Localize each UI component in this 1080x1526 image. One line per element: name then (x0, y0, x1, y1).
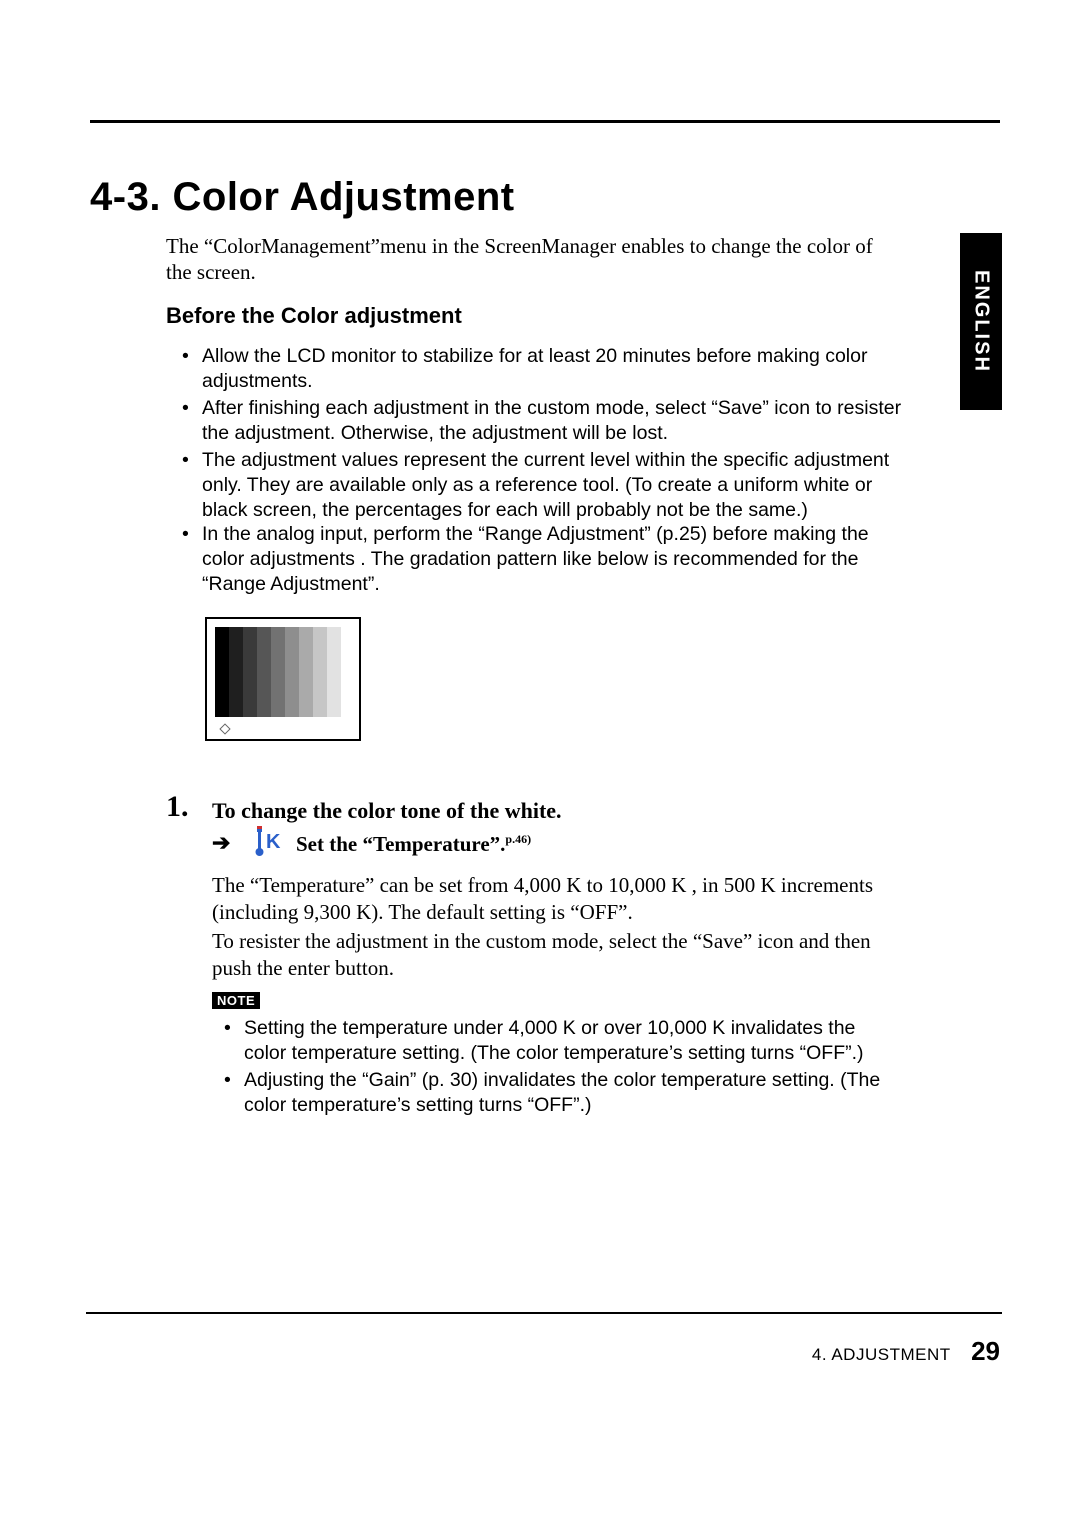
list-item: Adjusting the “Gain” (p. 30) invalidates… (224, 1068, 884, 1118)
footer-page-number: 29 (971, 1336, 1000, 1366)
subheading-before-color: Before the Color adjustment (166, 303, 462, 329)
page-footer: 4. ADJUSTMENT 29 (0, 1336, 1000, 1367)
step-title: To change the color tone of the white. (212, 798, 562, 824)
bullet-list-b: In the analog input, perform the “Range … (182, 522, 902, 597)
list-item: The adjustment values represent the curr… (182, 448, 902, 523)
diamond-marker-icon (219, 723, 230, 734)
list-item: After finishing each adjustment in the c… (182, 396, 902, 446)
rule-top (90, 120, 1000, 123)
rule-bottom (86, 1312, 1002, 1314)
instruction-text: Set the “Temperature”. (296, 832, 505, 856)
arrow-icon: ➔ (212, 830, 230, 856)
step-number: 1. (166, 790, 189, 824)
gradation-bars (215, 627, 355, 717)
language-tab: ENGLISH (960, 233, 1002, 410)
section-title: 4-3. Color Adjustment (90, 175, 515, 220)
list-item: In the analog input, perform the “Range … (182, 522, 902, 597)
footer-chapter: 4. ADJUSTMENT (812, 1345, 951, 1364)
list-item: Setting the temperature under 4,000 K or… (224, 1016, 884, 1066)
gradation-figure (205, 617, 361, 741)
note-bullet-list: Setting the temperature under 4,000 K or… (224, 1016, 884, 1120)
list-item: Allow the LCD monitor to stabilize for a… (182, 344, 902, 394)
temperature-paragraph-1: The “Temperature” can be set from 4,000 … (212, 872, 902, 927)
step-instruction: Set the “Temperature”.p.46) (296, 832, 531, 857)
temperature-paragraph-2: To resister the adjustment in the custom… (212, 928, 902, 983)
intro-paragraph: The “ColorManagement”menu in the ScreenM… (166, 233, 896, 286)
page-reference: p.46) (505, 832, 531, 846)
bullet-list-a: Allow the LCD monitor to stabilize for a… (182, 344, 902, 525)
temperature-k-icon: K (250, 826, 284, 856)
svg-text:K: K (266, 831, 281, 853)
note-badge: NOTE (212, 992, 260, 1009)
